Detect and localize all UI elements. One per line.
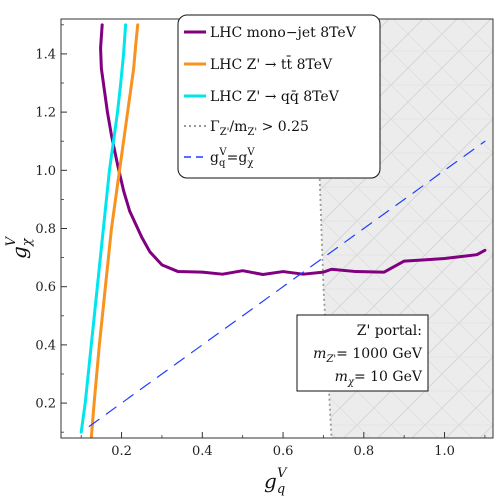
- series-ttbar: [89, 23, 140, 438]
- legend-label-ttbar: LHC Z' → tt̄ 8TeV: [210, 55, 333, 73]
- legend-box: [177, 14, 381, 179]
- y-tick-label: 0.2: [35, 397, 56, 412]
- x-tick-label: 1.0: [434, 444, 455, 459]
- series-equal-couplings: [88, 140, 486, 427]
- x-axis-label-base: g: [264, 469, 277, 493]
- legend-label-monojet: LHC mono−jet 8TeV: [210, 25, 357, 41]
- y-axis-label-base: g: [7, 246, 31, 259]
- x-tick-label: 0.8: [353, 444, 374, 459]
- x-tick-label: 0.6: [273, 444, 294, 459]
- annotation-line2: mZ'= 1000 GeV: [313, 346, 423, 365]
- y-axis-label: gχV: [4, 235, 35, 259]
- x-axis-ticks: 0.2 0.4 0.6 0.8 1.0: [80, 432, 486, 459]
- series-monojet: [99, 23, 487, 276]
- y-axis-label-sub: χ: [20, 237, 35, 247]
- legend-label-qqbar: LHC Z' → qq̄ 8TeV: [210, 89, 340, 105]
- annotation-frame: [296, 314, 429, 392]
- annotation-box: Z' portal: mZ'= 1000 GeV mχ= 10 GeV: [296, 314, 429, 392]
- x-axis-label: gqV: [264, 466, 288, 497]
- y-tick-label: 0.6: [35, 280, 56, 295]
- annotation-line3: mχ= 10 GeV: [335, 369, 423, 388]
- y-tick-label: 0.4: [35, 338, 56, 353]
- x-axis-label-sub: q: [277, 482, 285, 497]
- annotation-line1: Z' portal:: [357, 323, 422, 339]
- y-tick-label: 1.2: [35, 106, 56, 121]
- legend-label-equal-couplings: gqV=gχV: [210, 147, 255, 169]
- legend-label-width-ratio: ΓZ'/mZ' > 0.25: [210, 119, 309, 138]
- y-tick-label: 0.8: [35, 222, 56, 237]
- x-axis-label-sup: V: [277, 466, 288, 481]
- x-tick-label: 0.2: [111, 444, 132, 459]
- y-axis-label-sup: V: [4, 235, 19, 246]
- x-tick-label: 0.4: [192, 444, 213, 459]
- y-tick-label: 1.4: [35, 47, 56, 62]
- series-qqbar: [79, 23, 128, 434]
- series-layer: [79, 23, 487, 438]
- y-tick-label: 1.0: [35, 164, 56, 179]
- y-axis-ticks: 0.2 0.4 0.6 0.8 1.0 1.2 1.4: [35, 24, 67, 433]
- legend: LHC mono−jet 8TeV LHC Z' → tt̄ 8TeV LHC …: [177, 14, 381, 179]
